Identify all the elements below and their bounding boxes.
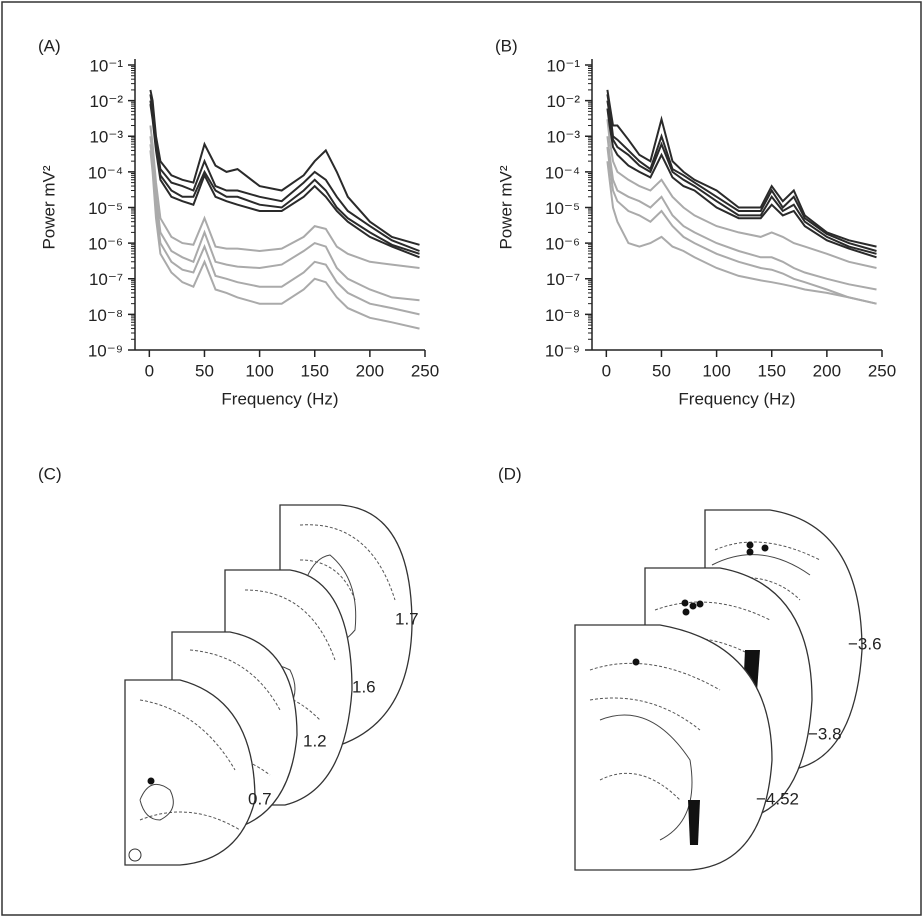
panel-d: (D) −3.6 −3.8 −4.52 (498, 464, 882, 871)
y-tick-label: 10⁻⁹ (88, 341, 123, 360)
series-line (606, 100, 877, 255)
panel-label: (A) (38, 36, 61, 55)
y-tick-label: 10⁻³ (546, 128, 580, 147)
x-tick-label: 0 (602, 361, 611, 380)
slice: 0.7 (124, 679, 272, 866)
y-tick-label: 10⁻⁵ (88, 199, 123, 218)
x-tick-label: 100 (702, 361, 730, 380)
y-tick-label: 10⁻⁷ (89, 270, 123, 289)
y-axis-label: Power mV² (39, 165, 58, 249)
series-line (149, 103, 420, 259)
slice: −4.52 (574, 624, 799, 871)
x-axis-label: Frequency (Hz) (221, 389, 338, 408)
series-line (606, 146, 877, 305)
series-line (149, 89, 420, 246)
x-tick-label: 150 (758, 361, 786, 380)
y-tick-label: 10⁻¹ (546, 56, 580, 75)
x-tick-label: 100 (245, 361, 273, 380)
slice-label: −3.8 (808, 724, 842, 743)
y-tick-label: 10⁻⁴ (88, 163, 123, 182)
x-tick-label: 200 (813, 361, 841, 380)
y-tick-label: 10⁻⁹ (545, 341, 580, 360)
y-tick-label: 10⁻⁴ (545, 163, 580, 182)
slice-label: 1.6 (352, 677, 376, 696)
x-tick-label: 50 (195, 361, 214, 380)
y-tick-label: 10⁻² (89, 92, 123, 111)
x-tick-label: 0 (145, 361, 154, 380)
x-axis-label: Frequency (Hz) (678, 389, 795, 408)
y-tick-label: 10⁻⁸ (545, 306, 580, 325)
series-line (606, 89, 877, 248)
y-tick-label: 10⁻⁶ (88, 235, 123, 254)
slice-label: −4.52 (756, 789, 799, 808)
chart: (A) 10⁻⁹ 10⁻⁸ 10⁻⁷ 10⁻⁶ 10⁻⁵ 10⁻⁴ 10⁻³ 10⁻² 10⁻¹ 0… (38, 36, 439, 408)
slice-label: 1.7 (395, 609, 419, 628)
x-tick-label: 200 (356, 361, 384, 380)
y-tick-label: 10⁻¹ (89, 56, 123, 75)
series-line (606, 161, 877, 305)
series-line (606, 108, 877, 259)
series-line (606, 94, 877, 252)
slice-label: 1.2 (303, 731, 327, 750)
y-tick-label: 10⁻⁸ (88, 306, 123, 325)
x-tick-label: 150 (301, 361, 329, 380)
series-line (606, 119, 877, 269)
y-tick-label: 10⁻⁶ (545, 235, 580, 254)
panel-c: (C) 1.7 1.6 1.2 0.7 (38, 464, 419, 866)
panel-label: (C) (38, 464, 62, 483)
series-line (149, 94, 420, 252)
series-line (606, 136, 877, 291)
series-line (149, 125, 420, 269)
panel-label: (D) (498, 464, 522, 483)
y-axis-label: Power mV² (496, 165, 515, 249)
y-tick-label: 10⁻⁵ (545, 199, 580, 218)
x-tick-label: 50 (652, 361, 671, 380)
chart: (B) 10⁻⁹ 10⁻⁸ 10⁻⁷ 10⁻⁶ 10⁻⁵ 10⁻⁴ 10⁻³ 10⁻² 10⁻¹ 0… (495, 36, 896, 408)
series-line (149, 136, 420, 302)
x-tick-label: 250 (411, 361, 439, 380)
slice-label: 0.7 (248, 789, 272, 808)
panel-label: (B) (495, 36, 518, 55)
x-tick-label: 250 (868, 361, 896, 380)
y-tick-label: 10⁻³ (89, 128, 123, 147)
series-line (149, 144, 420, 316)
y-tick-label: 10⁻² (546, 92, 580, 111)
slice-label: −3.6 (848, 634, 882, 653)
y-tick-label: 10⁻⁷ (546, 270, 580, 289)
series-line (149, 150, 420, 330)
series-line (149, 100, 420, 255)
